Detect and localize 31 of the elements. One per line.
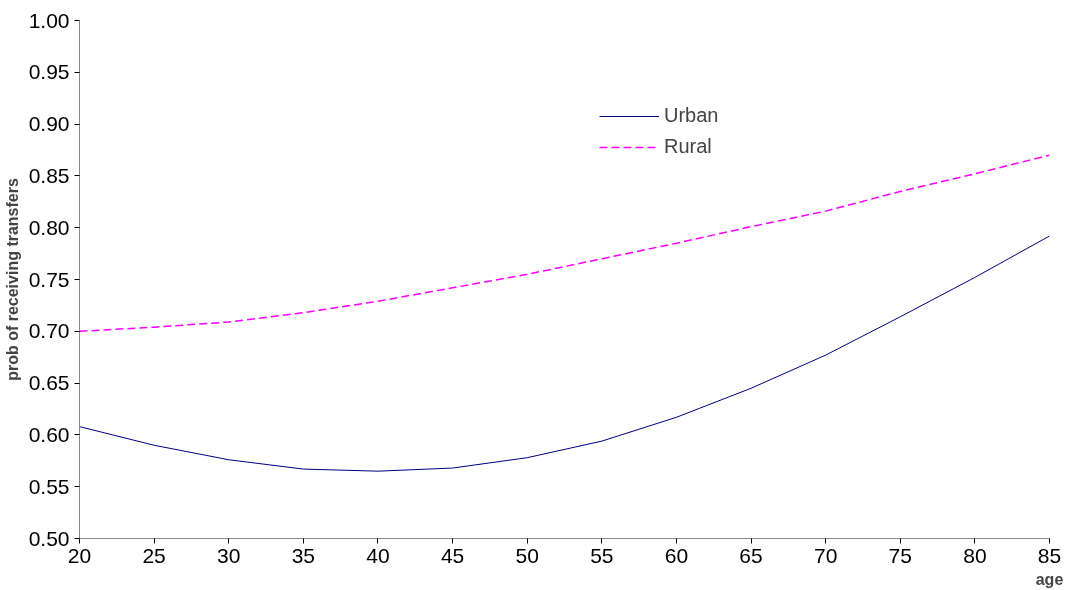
legend-label: Rural <box>664 135 712 158</box>
y-tick-label: 0.65 <box>28 371 70 395</box>
x-tick-label: 25 <box>142 543 166 567</box>
x-tick-label: 60 <box>664 543 689 567</box>
x-tick-label: 50 <box>515 543 539 567</box>
y-tick-label: 0.75 <box>28 267 70 291</box>
y-tick-label: 0.80 <box>28 215 70 239</box>
line-series <box>79 235 1050 472</box>
y-tick-label: 0.60 <box>28 422 70 446</box>
x-tick-label: 30 <box>217 543 241 567</box>
y-tick-label: 0.70 <box>28 319 70 343</box>
y-tick-label: 0.55 <box>28 474 70 498</box>
x-tick-label: 70 <box>813 543 838 567</box>
y-tick-label: 0.90 <box>28 112 70 136</box>
y-tick-label: 0.95 <box>28 60 70 84</box>
x-tick-label: 75 <box>888 543 912 567</box>
x-tick-label: 20 <box>67 543 92 567</box>
y-tick-label: 1.00 <box>28 8 70 32</box>
x-tick-label: 35 <box>291 543 316 567</box>
x-tick-label: 85 <box>1037 543 1062 567</box>
y-axis-title: prob of receiving transfers <box>3 178 21 381</box>
x-axis-title: age <box>1035 570 1064 588</box>
x-tick-label: 40 <box>366 543 390 567</box>
x-tick-label: 65 <box>739 543 763 567</box>
line-series <box>79 154 1050 333</box>
x-tick-label: 45 <box>440 543 465 567</box>
legend-label: Urban <box>664 104 719 127</box>
x-tick-label: 55 <box>590 543 614 567</box>
x-tick-label: 80 <box>963 543 987 567</box>
y-tick-label: 0.50 <box>28 526 70 550</box>
y-tick-label: 0.85 <box>28 163 70 187</box>
